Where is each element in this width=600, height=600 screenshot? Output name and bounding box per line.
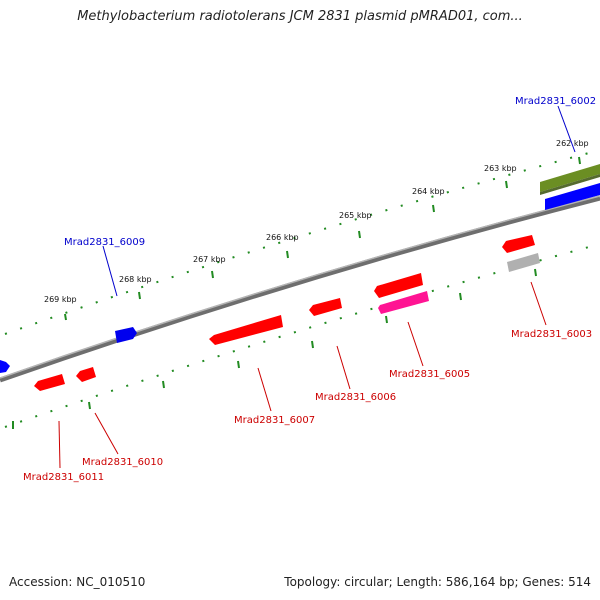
gene-label-mrad2831-6010[interactable]: Mrad2831_6010 xyxy=(82,457,163,468)
kbp-label-268: 268 kbp xyxy=(119,275,152,284)
kbp-label-265: 265 kbp xyxy=(339,211,372,220)
kbp-label-263: 263 kbp xyxy=(484,164,517,173)
gene-label-mrad2831-6007[interactable]: Mrad2831_6007 xyxy=(234,415,315,426)
gene-feature-mrad2831-6011[interactable] xyxy=(34,374,65,391)
gene-feature-mrad2831-6006[interactable] xyxy=(309,298,342,316)
leader-mrad2831-6011 xyxy=(58,420,61,469)
gene-feature-olive-shadow xyxy=(540,174,600,195)
gene-feature-mrad2831-6007[interactable] xyxy=(209,315,283,345)
accession-text: Accession: NC_010510 xyxy=(9,575,146,589)
gene-label-mrad2831-6002[interactable]: Mrad2831_6002 xyxy=(515,96,596,107)
gene-feature-mrad2831-6002[interactable] xyxy=(545,183,600,210)
map-title: Methylobacterium radiotolerans JCM 2831 … xyxy=(77,9,523,24)
kbp-label-269: 269 kbp xyxy=(44,295,77,304)
gene-feature-mrad2831-6005b[interactable] xyxy=(378,291,429,314)
gene-feature-small-blue[interactable] xyxy=(0,360,10,373)
leader-mrad2831-6010 xyxy=(94,412,119,455)
outer-scale-major-ticks xyxy=(64,156,581,321)
gene-label-mrad2831-6006[interactable]: Mrad2831_6006 xyxy=(315,392,396,403)
leader-mrad2831-6005 xyxy=(407,321,424,367)
gene-label-mrad2831-6005[interactable]: Mrad2831_6005 xyxy=(389,369,470,380)
gene-feature-grey[interactable] xyxy=(507,253,540,272)
gene-label-mrad2831-6011[interactable]: Mrad2831_6011 xyxy=(23,472,104,483)
forward-features xyxy=(0,164,600,373)
leader-mrad2831-6003 xyxy=(530,281,547,326)
leader-mrad2831-6002 xyxy=(557,105,576,153)
gene-label-mrad2831-6003[interactable]: Mrad2831_6003 xyxy=(511,329,592,340)
gene-feature-mrad2831-6003[interactable] xyxy=(502,235,535,253)
leader-mrad2831-6006 xyxy=(336,345,351,390)
genome-backbone-highlight xyxy=(0,195,600,379)
gene-feature-mrad2831-6010[interactable] xyxy=(76,367,96,382)
gene-feature-olive[interactable] xyxy=(540,164,600,192)
label-leader-lines xyxy=(58,105,576,469)
leader-mrad2831-6007 xyxy=(257,367,272,412)
gene-feature-mrad2831-6009[interactable] xyxy=(115,327,137,343)
kbp-label-264: 264 kbp xyxy=(412,187,445,196)
leader-mrad2831-6009 xyxy=(102,245,118,297)
kbp-label-267: 267 kbp xyxy=(193,255,226,264)
gene-label-mrad2831-6009[interactable]: Mrad2831_6009 xyxy=(64,237,145,248)
reverse-features xyxy=(34,235,540,391)
gene-labels: Mrad2831_6002 Mrad2831_6003 Mrad2831_600… xyxy=(23,96,596,483)
inner-scale-major-ticks xyxy=(12,268,537,429)
gene-feature-mrad2831-6005a[interactable] xyxy=(374,273,423,298)
kbp-label-266: 266 kbp xyxy=(266,233,299,242)
genome-backbone xyxy=(0,195,600,383)
topology-summary: Topology: circular; Length: 586,164 bp; … xyxy=(284,575,591,589)
